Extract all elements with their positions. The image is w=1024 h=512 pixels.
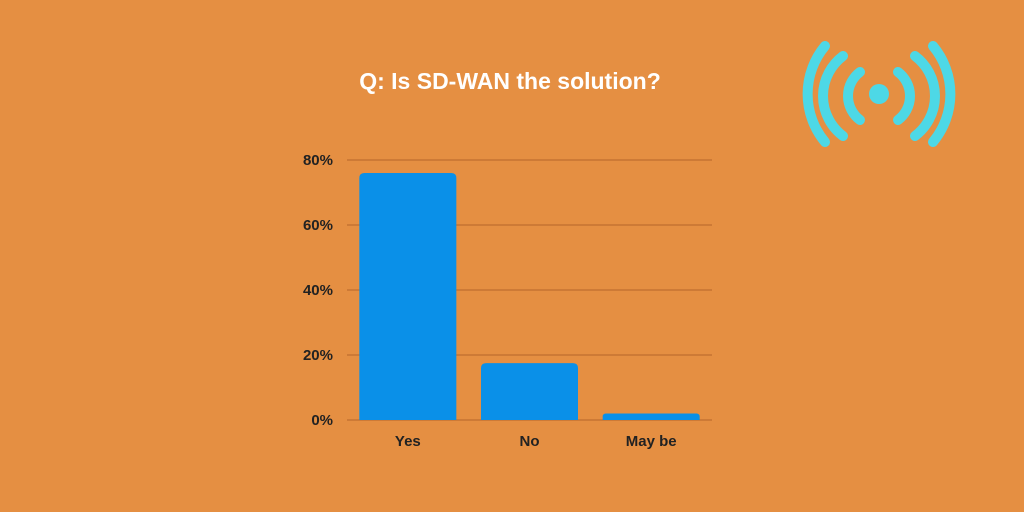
wifi-arc-outer-right [928, 41, 956, 147]
bars [359, 173, 700, 420]
wifi-center-dot [869, 84, 889, 104]
y-tick-label: 60% [303, 217, 333, 234]
wifi-arc-middle-right [910, 51, 940, 141]
x-category-label: May be [626, 433, 677, 450]
wifi-arc-inner-right [893, 67, 915, 125]
y-tick-label: 20% [303, 347, 333, 364]
wifi-arc-inner-left [843, 67, 865, 125]
y-axis-ticks: 0% 20% 40% 60% 80% [303, 152, 333, 429]
y-tick-label: 40% [303, 282, 333, 299]
x-category-label: No [520, 433, 540, 450]
chart-title: Q: Is SD-WAN the solution? [359, 68, 661, 94]
x-category-label: Yes [395, 433, 421, 450]
wifi-signal-icon [802, 41, 956, 147]
y-tick-label: 0% [311, 412, 333, 429]
bar-yes [359, 173, 457, 420]
wifi-arc-middle-left [818, 51, 848, 141]
bar-may-be [602, 413, 700, 420]
bar-no [481, 363, 578, 420]
y-tick-label: 80% [303, 152, 333, 169]
wifi-arc-outer-left [802, 41, 830, 147]
x-axis-categories: Yes No May be [395, 433, 677, 450]
